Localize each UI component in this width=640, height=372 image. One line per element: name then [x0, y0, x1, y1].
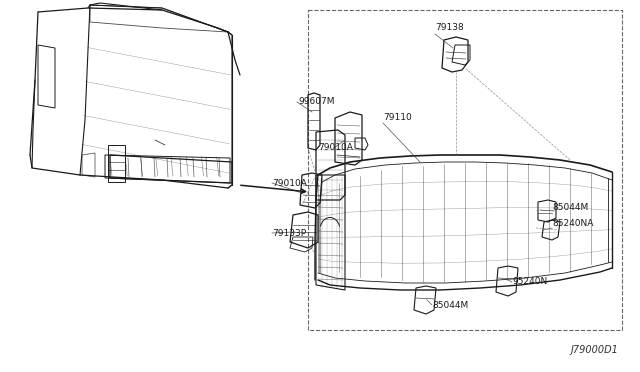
Text: 79010A: 79010A — [272, 179, 307, 187]
Text: 79010A: 79010A — [318, 144, 353, 153]
Text: 79110: 79110 — [383, 113, 412, 122]
Text: 79138: 79138 — [435, 23, 464, 32]
Bar — [308, 10, 622, 330]
Text: 85240NA: 85240NA — [552, 218, 593, 228]
Text: 85044M: 85044M — [432, 301, 468, 310]
Text: 95240N: 95240N — [512, 278, 547, 286]
Text: 85044M: 85044M — [552, 203, 588, 212]
Text: J79000D1: J79000D1 — [570, 345, 618, 355]
Text: 79133P: 79133P — [272, 228, 306, 237]
Text: 99607M: 99607M — [298, 97, 335, 106]
